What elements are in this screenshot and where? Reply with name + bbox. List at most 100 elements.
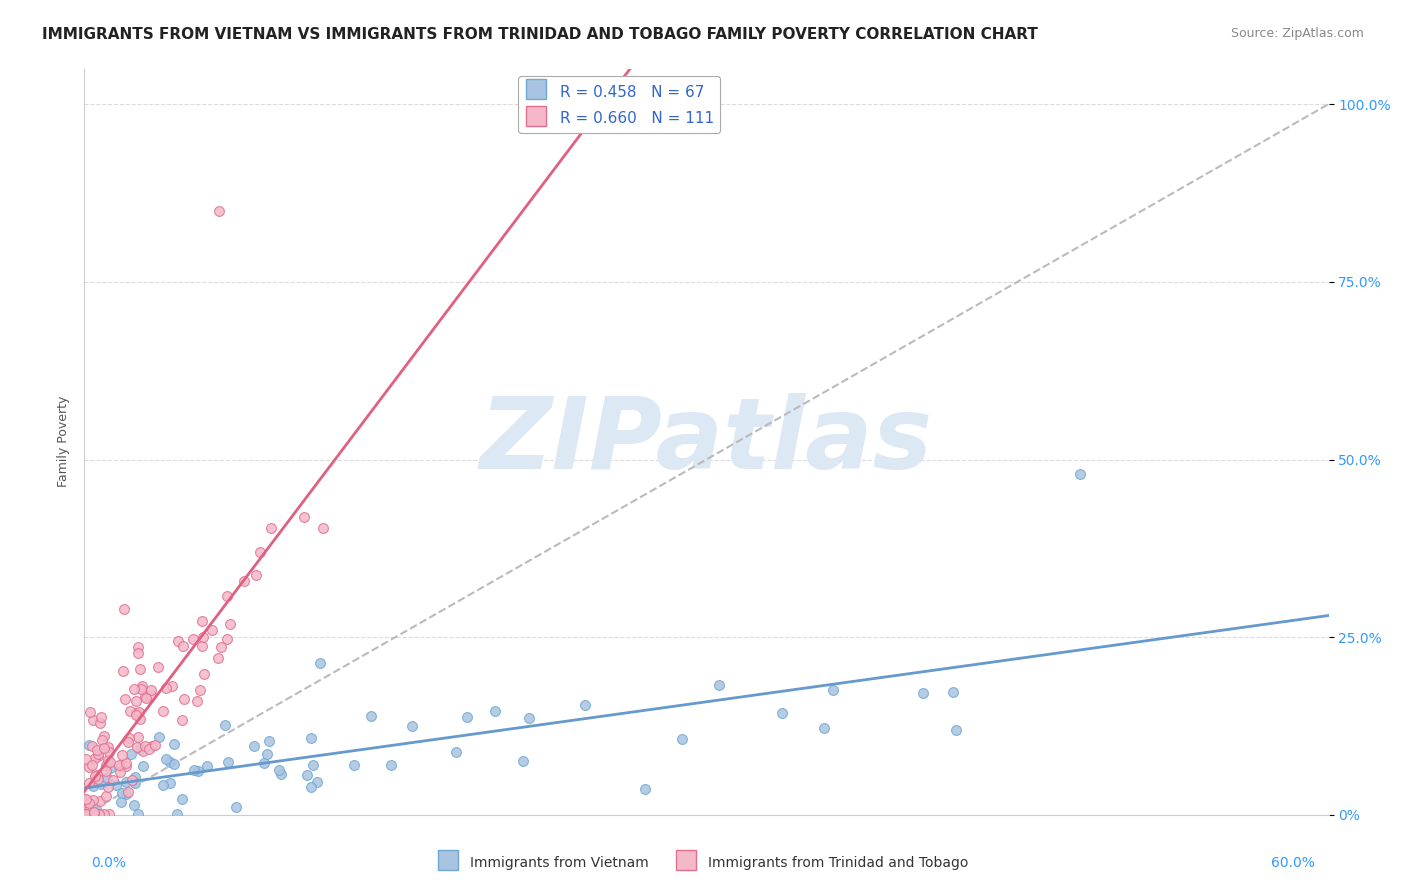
Point [128,662,150,676]
Point [225,799,247,814]
Point [173,692,195,706]
Point [90,777,112,791]
Point [97,780,120,794]
Point [823,683,845,698]
Point [77,807,100,822]
Point [96,771,118,785]
Point [163,737,186,751]
Point [128,705,150,719]
Point [297,768,319,782]
Point [152,705,174,719]
Point [217,755,239,769]
Point [124,770,146,784]
Point [187,764,209,779]
Point [253,756,276,771]
Point [193,666,215,681]
Point [141,688,163,702]
Point [83,750,105,764]
Point [132,759,155,773]
Point [87,747,110,761]
Point [82,793,104,807]
Point [214,718,236,732]
Point [94,789,117,803]
Point [111,748,134,763]
Point [172,640,194,654]
Point [302,757,325,772]
Point [139,683,162,698]
Point [115,756,138,770]
Point [83,807,105,822]
Point [93,729,115,743]
Point [101,772,124,787]
Text: ZIPatlas: ZIPatlas [479,393,934,491]
Point [86,768,108,782]
Point [138,742,160,756]
Point [217,632,239,646]
Point [79,776,101,790]
Point [634,781,657,796]
Point [813,721,835,735]
Point [75,807,97,822]
Point [945,723,967,738]
Point [77,805,100,819]
Point [256,747,278,761]
Point [299,731,322,746]
Point [201,624,224,638]
Point [89,794,111,808]
Point [98,761,121,775]
Point [170,792,193,806]
Point [83,807,105,822]
Point [125,708,148,723]
Point [108,758,131,772]
Point [118,731,141,745]
Point [129,712,152,726]
Point [191,615,214,629]
Point [80,757,103,772]
Point [172,714,194,728]
Point [75,795,97,809]
Point [112,602,135,616]
Point [267,763,290,777]
Point [75,807,97,822]
Point [707,678,730,692]
Point [87,807,110,822]
Point [770,706,793,721]
Point [456,710,478,724]
Point [117,785,139,799]
Point [79,807,101,822]
Point [98,746,121,760]
Point [143,738,166,752]
Point [77,760,100,774]
Point [96,764,118,778]
Text: Source: ZipAtlas.com: Source: ZipAtlas.com [1230,27,1364,40]
Point [517,710,540,724]
Y-axis label: Family Poverty: Family Poverty [58,396,70,487]
Point [98,756,121,770]
Point [270,766,292,780]
Point [195,759,218,773]
Point [131,679,153,693]
Point [87,749,110,764]
Point [114,692,136,706]
Point [82,779,104,793]
Point [127,731,149,745]
Point [112,664,135,678]
Point [75,792,97,806]
Point [148,730,170,744]
Point [574,698,596,713]
Point [91,733,114,747]
Point [942,685,965,699]
Point [122,797,145,812]
Point [512,754,534,768]
Point [111,785,134,799]
Point [912,686,935,700]
Point [132,744,155,758]
Point [208,203,231,218]
Point [159,756,181,770]
Point [134,739,156,753]
Point [87,772,110,786]
Point [117,735,139,749]
Point [122,681,145,696]
Point [166,807,188,822]
Point [160,679,183,693]
